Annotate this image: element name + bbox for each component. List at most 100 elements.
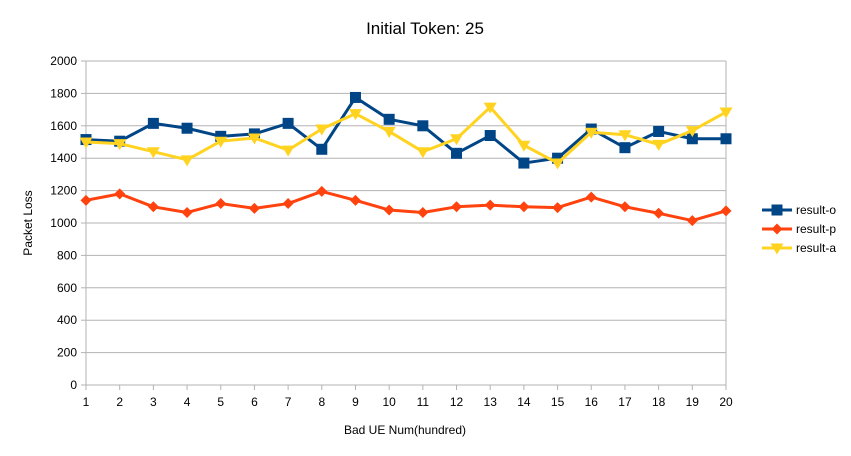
data-point — [316, 185, 328, 197]
data-point — [584, 127, 598, 139]
x-tick-label: 9 — [352, 395, 359, 409]
data-point — [720, 205, 732, 217]
data-point — [315, 124, 329, 136]
series-line — [85, 105, 727, 165]
y-axis-label: Packet Loss — [21, 190, 35, 255]
data-point — [652, 139, 666, 151]
x-tick-label: 14 — [517, 395, 531, 409]
x-tick-label: 5 — [217, 395, 224, 409]
y-tick-label: 800 — [57, 248, 77, 262]
legend-marker — [770, 243, 784, 255]
data-point — [316, 143, 328, 155]
data-point — [719, 107, 733, 119]
y-tick-label: 1600 — [50, 119, 77, 133]
data-point — [686, 215, 698, 227]
data-point — [215, 198, 227, 210]
chart-title: Initial Token: 25 — [366, 19, 484, 38]
x-tick-label: 6 — [251, 395, 258, 409]
data-point — [417, 206, 429, 218]
data-point — [483, 102, 497, 114]
data-point — [552, 202, 564, 214]
data-point — [685, 126, 699, 138]
data-point — [282, 117, 294, 129]
series-group — [79, 91, 733, 227]
y-tick-labels: 0 200 400 600 800 1000 1200 1400 1600 1800 2000 — [50, 54, 77, 392]
x-tick-label: 13 — [484, 395, 498, 409]
x-tick-label: 17 — [618, 395, 632, 409]
series-result-a — [79, 102, 733, 170]
data-point — [417, 120, 429, 132]
x-axis-label: Bad UE Num(hundred) — [344, 423, 466, 437]
data-point — [484, 130, 496, 142]
data-point — [450, 134, 464, 146]
x-tick-label: 8 — [318, 395, 325, 409]
series-result-p — [80, 185, 732, 227]
y-tick-label: 400 — [57, 313, 77, 327]
data-point — [146, 147, 160, 159]
data-point — [416, 147, 430, 159]
data-point — [348, 109, 362, 121]
series-line — [85, 189, 727, 223]
x-tick-label: 2 — [116, 395, 123, 409]
x-tick-label: 1 — [83, 395, 90, 409]
series-line — [85, 95, 726, 165]
data-point — [518, 157, 530, 169]
legend-item: result-p — [762, 222, 836, 236]
y-tick-label: 1800 — [50, 86, 77, 100]
data-point — [248, 202, 260, 214]
grid-lines — [81, 60, 726, 386]
axes — [85, 61, 727, 390]
data-point — [383, 113, 395, 125]
x-tick-label: 18 — [652, 395, 666, 409]
x-tick-label: 4 — [184, 395, 191, 409]
x-tick-label: 15 — [551, 395, 565, 409]
data-point — [451, 147, 463, 159]
data-point — [349, 91, 361, 103]
y-tick-label: 1000 — [50, 216, 77, 230]
data-point — [720, 133, 732, 145]
x-tick-label: 20 — [719, 395, 733, 409]
y-tick-label: 2000 — [50, 54, 77, 68]
data-point — [619, 201, 631, 213]
x-tick-label: 10 — [382, 395, 396, 409]
data-point — [349, 194, 361, 206]
data-point — [585, 191, 597, 203]
data-point — [382, 126, 396, 138]
y-tick-label: 600 — [57, 281, 77, 295]
data-point — [282, 198, 294, 210]
data-point — [214, 136, 228, 148]
legend-item: result-o — [762, 203, 836, 217]
x-tick-label: 12 — [450, 395, 464, 409]
legend-marker — [771, 223, 783, 235]
data-point — [181, 122, 193, 134]
data-point — [653, 207, 665, 219]
data-point — [79, 137, 93, 149]
legend-marker — [771, 204, 783, 216]
data-point — [215, 130, 227, 142]
y-tick-label: 1200 — [50, 184, 77, 198]
y-tick-label: 200 — [57, 346, 77, 360]
legend-label: result-p — [796, 222, 836, 236]
x-tick-label: 16 — [585, 395, 599, 409]
y-tick-label: 0 — [70, 378, 77, 392]
x-tick-labels: 1 2 3 4 5 6 7 8 9 10 11 12 13 14 15 16 17 18 19 20 — [83, 395, 733, 409]
data-point — [619, 142, 631, 154]
data-point — [181, 206, 193, 218]
data-point — [383, 204, 395, 216]
data-point — [180, 155, 194, 167]
data-point — [517, 140, 531, 152]
x-tick-label: 11 — [417, 395, 430, 409]
data-point — [686, 133, 698, 145]
y-tick-label: 1400 — [50, 151, 77, 165]
legend-label: result-a — [796, 241, 836, 255]
data-point — [551, 158, 565, 170]
data-point — [618, 130, 632, 142]
data-point — [281, 145, 295, 157]
x-tick-label: 3 — [150, 395, 157, 409]
data-point — [147, 117, 159, 129]
data-point — [147, 201, 159, 213]
data-point — [518, 201, 530, 213]
legend-label: result-o — [796, 203, 836, 217]
data-point — [484, 199, 496, 211]
